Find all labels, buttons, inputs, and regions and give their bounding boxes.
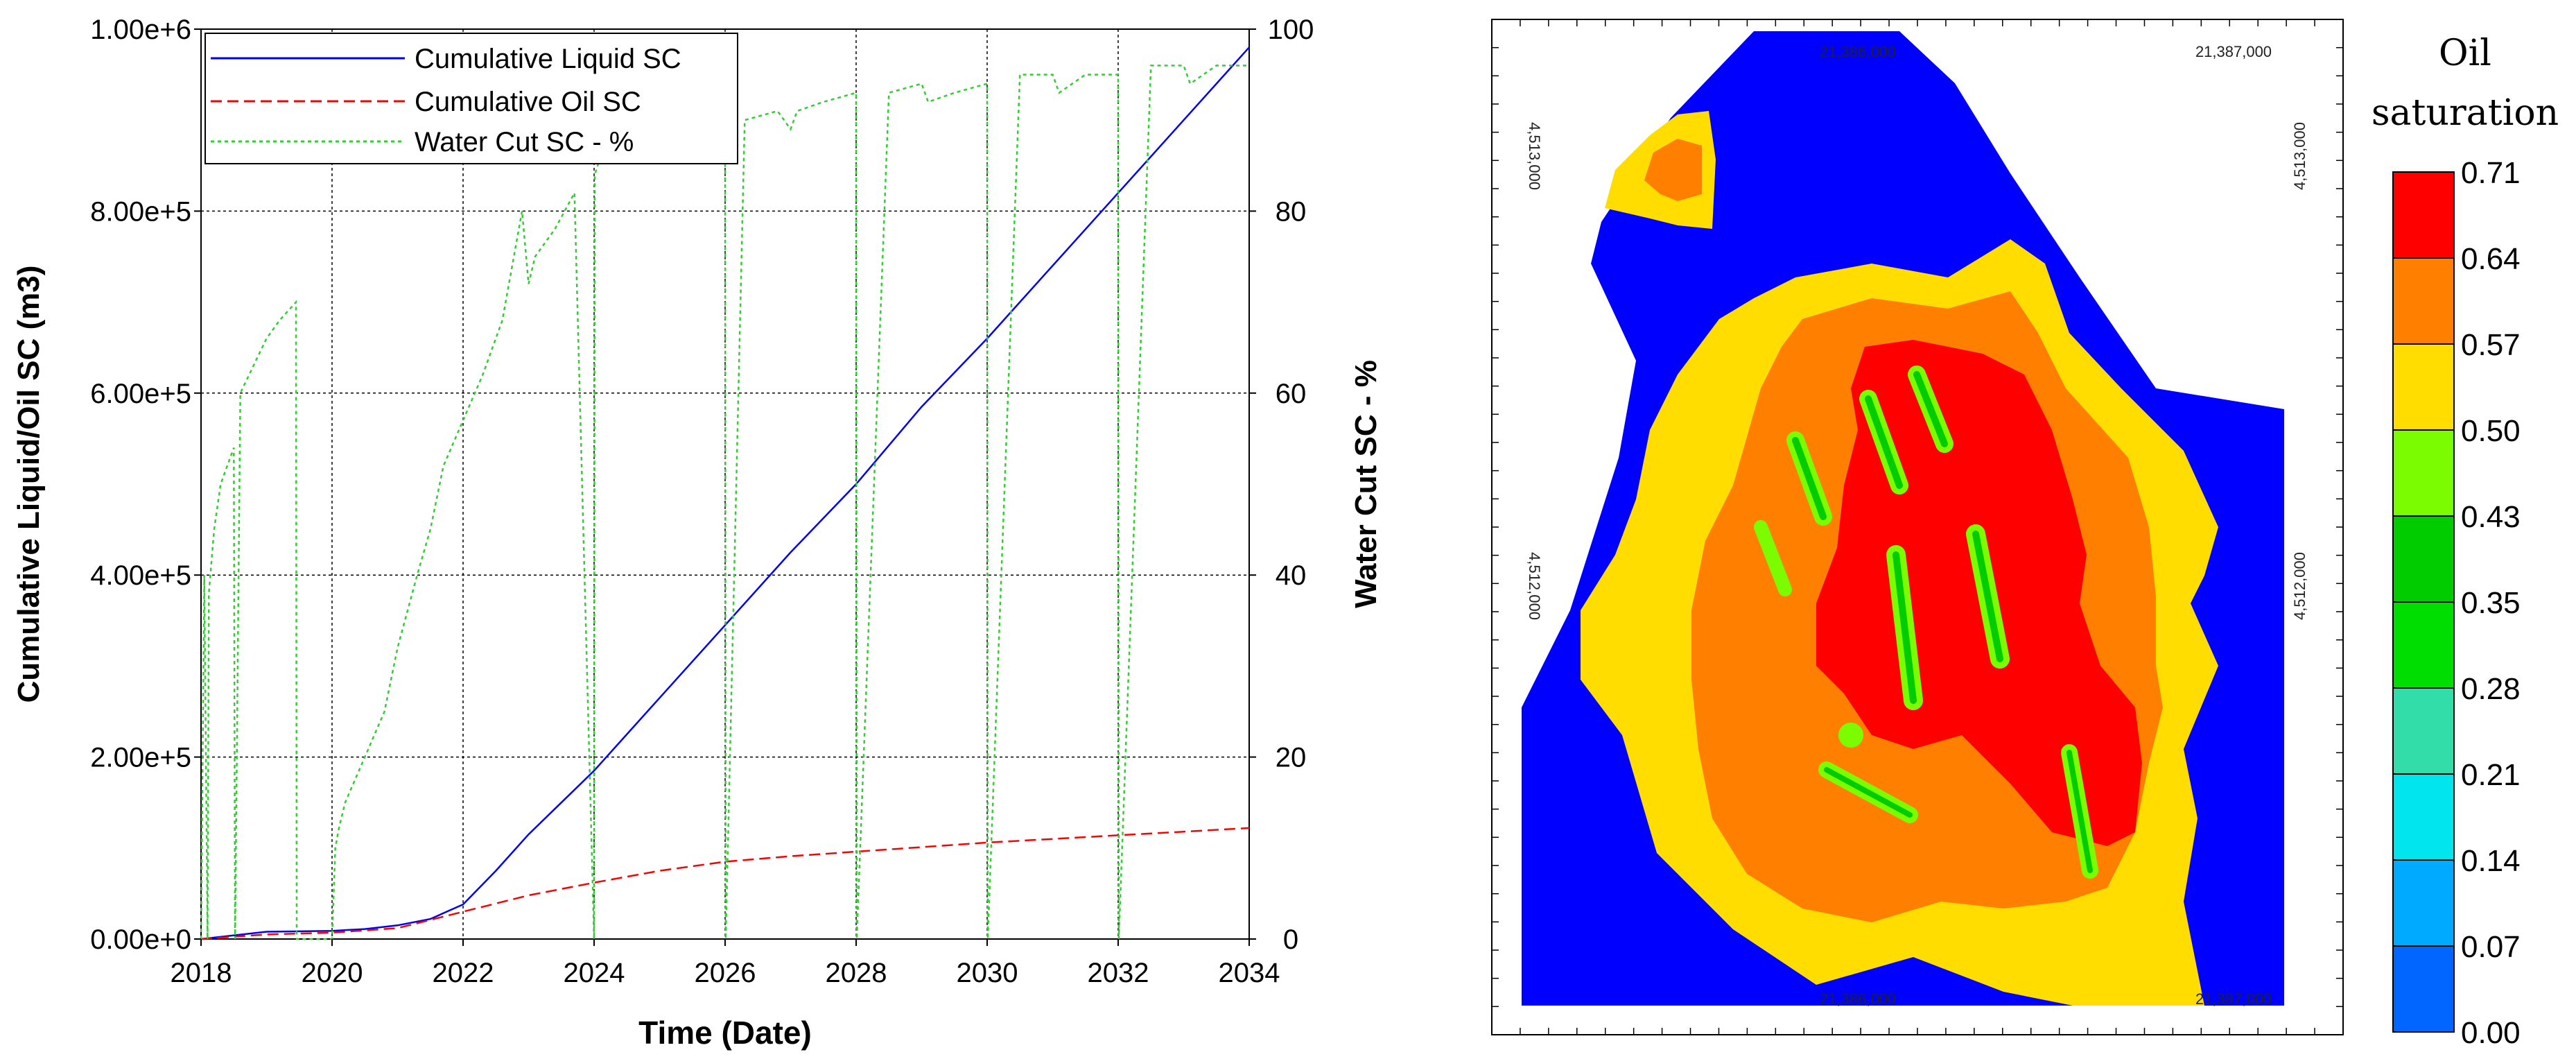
y-tick-label: 2.00e+5 (90, 743, 191, 773)
oil-saturation-map: 21,386,000 21,387,000 21,386,000 21,387,… (1491, 19, 2344, 1035)
colorbar-cell (2392, 515, 2455, 603)
colorbar-cell (2392, 429, 2455, 517)
series-line-oil (200, 827, 1250, 940)
coord-right-lower-y: 4,512,000 (2291, 552, 2308, 620)
well-core (2066, 750, 2093, 873)
colorbar-cells (2392, 171, 2455, 1033)
y2-tick-label: 60 (1276, 379, 1307, 409)
coord-right-upper-y: 4,513,000 (2291, 122, 2308, 190)
well-core (1913, 371, 1948, 447)
colorbar-level-label: 0.07 (2461, 930, 2521, 964)
colorbar-level-label: 0.28 (2461, 672, 2521, 706)
y-tick-label: 4.00e+5 (90, 560, 191, 591)
colorbar-cell (2392, 773, 2455, 861)
y2-tick-label: 20 (1276, 743, 1307, 773)
x-tick-label: 2032 (1088, 958, 1149, 988)
legend-label-oil: Cumulative Oil SC (415, 87, 641, 117)
map-field (1522, 31, 2284, 1006)
x-tick-label: 2022 (433, 958, 494, 988)
colorbar-level-label: 0.71 (2461, 156, 2521, 190)
coord-top-right-x: 21,387,000 (2195, 43, 2272, 60)
colorbar-level-label: 0.14 (2461, 844, 2521, 878)
colorbar-cell (2392, 601, 2455, 689)
colorbar-level-label: 0.43 (2461, 500, 2521, 534)
x-axis-label: Time (Date) (638, 1015, 812, 1051)
y2-tick-label: 40 (1276, 560, 1307, 591)
colorbar-level-label: 0.57 (2461, 328, 2521, 362)
colorbar-level-label: 0.00 (2461, 1016, 2521, 1050)
x-tick-label: 2020 (302, 958, 363, 988)
x-tick-label: 2024 (564, 958, 625, 988)
well-core (1972, 531, 2003, 662)
colorbar-level-label: 0.35 (2461, 586, 2521, 620)
well-core (1824, 767, 1913, 818)
legend: Cumulative Liquid SC Cumulative Oil SC W… (204, 33, 738, 164)
colorbar-title-line1: Oil (2439, 33, 2491, 74)
coord-left-lower-y: 4,512,000 (1526, 552, 1543, 620)
colorbar-cell (2392, 257, 2455, 345)
production-chart: 2018 2020 2022 2024 2026 2028 2030 2032 2034 0.0… (12, 15, 1383, 1051)
well-core (1892, 551, 1917, 704)
y-axis-ticks: 0.00e+0 2.00e+5 4.00e+5 6.00e+5 8.00e+5 1.00e… (90, 15, 201, 955)
colorbar-cell (2392, 859, 2455, 947)
y-tick-label: 1.00e+6 (90, 15, 191, 45)
colorbar-level-label: 0.21 (2461, 758, 2521, 792)
colorbar-cell (2392, 171, 2455, 259)
map-frame-ticks (1491, 19, 2344, 1035)
well-core (1865, 395, 1903, 489)
colorbar-cell (2392, 343, 2455, 431)
well-streak (1754, 520, 1792, 596)
well-core (1792, 437, 1827, 520)
colorbar-level-label: 0.50 (2461, 414, 2521, 448)
colorbar: Oil saturation 0.710.640.570.500.430.350… (2372, 33, 2559, 1050)
coord-bottom-right-x: 21,387,000 (2195, 990, 2272, 1008)
zone-0.64-patch (1644, 139, 1702, 201)
well-spot (1838, 723, 1863, 748)
legend-label-liquid: Cumulative Liquid SC (415, 44, 681, 74)
y2-tick-label: 0 (1283, 924, 1298, 955)
y2-axis-ticks: 0 20 40 60 80 100 (1249, 15, 1314, 955)
y2-tick-label: 100 (1268, 15, 1314, 45)
colorbar-level-label: 0.64 (2461, 242, 2521, 276)
series-line-liquid (200, 46, 1250, 940)
y-axis-label: Cumulative Liquid/Oil SC (m3) (12, 266, 46, 703)
series-layer (200, 46, 1250, 940)
x-tick-label: 2026 (695, 958, 756, 988)
x-tick-label: 2030 (957, 958, 1018, 988)
well-streaks (1754, 365, 2098, 879)
coord-bottom-left-x: 21,386,000 (1820, 990, 1896, 1008)
y-tick-label: 0.00e+0 (90, 924, 191, 955)
colorbar-cell (2392, 687, 2455, 775)
colorbar-cell (2392, 945, 2455, 1033)
y2-axis-label: Water Cut SC - % (1349, 360, 1383, 608)
y-tick-label: 6.00e+5 (90, 379, 191, 409)
coord-left-upper-y: 4,513,000 (1526, 122, 1543, 190)
y-tick-label: 8.00e+5 (90, 196, 191, 227)
x-tick-label: 2018 (171, 958, 232, 988)
colorbar-title-line2: saturation (2372, 92, 2559, 134)
x-axis-ticks: 2018 2020 2022 2024 2026 2028 2030 2032 2034 (171, 939, 1280, 988)
colorbar-labels: 0.71 0.64 0.57 0.50 0.43 0.35 0.28 0.21 0.14 0.07… (2461, 156, 2521, 1050)
x-tick-label: 2034 (1219, 958, 1280, 988)
x-tick-label: 2028 (826, 958, 887, 988)
coord-top-left-x: 21,386,000 (1820, 43, 1896, 60)
y2-tick-label: 80 (1276, 196, 1307, 227)
legend-label-watercut: Water Cut SC - % (415, 127, 634, 157)
